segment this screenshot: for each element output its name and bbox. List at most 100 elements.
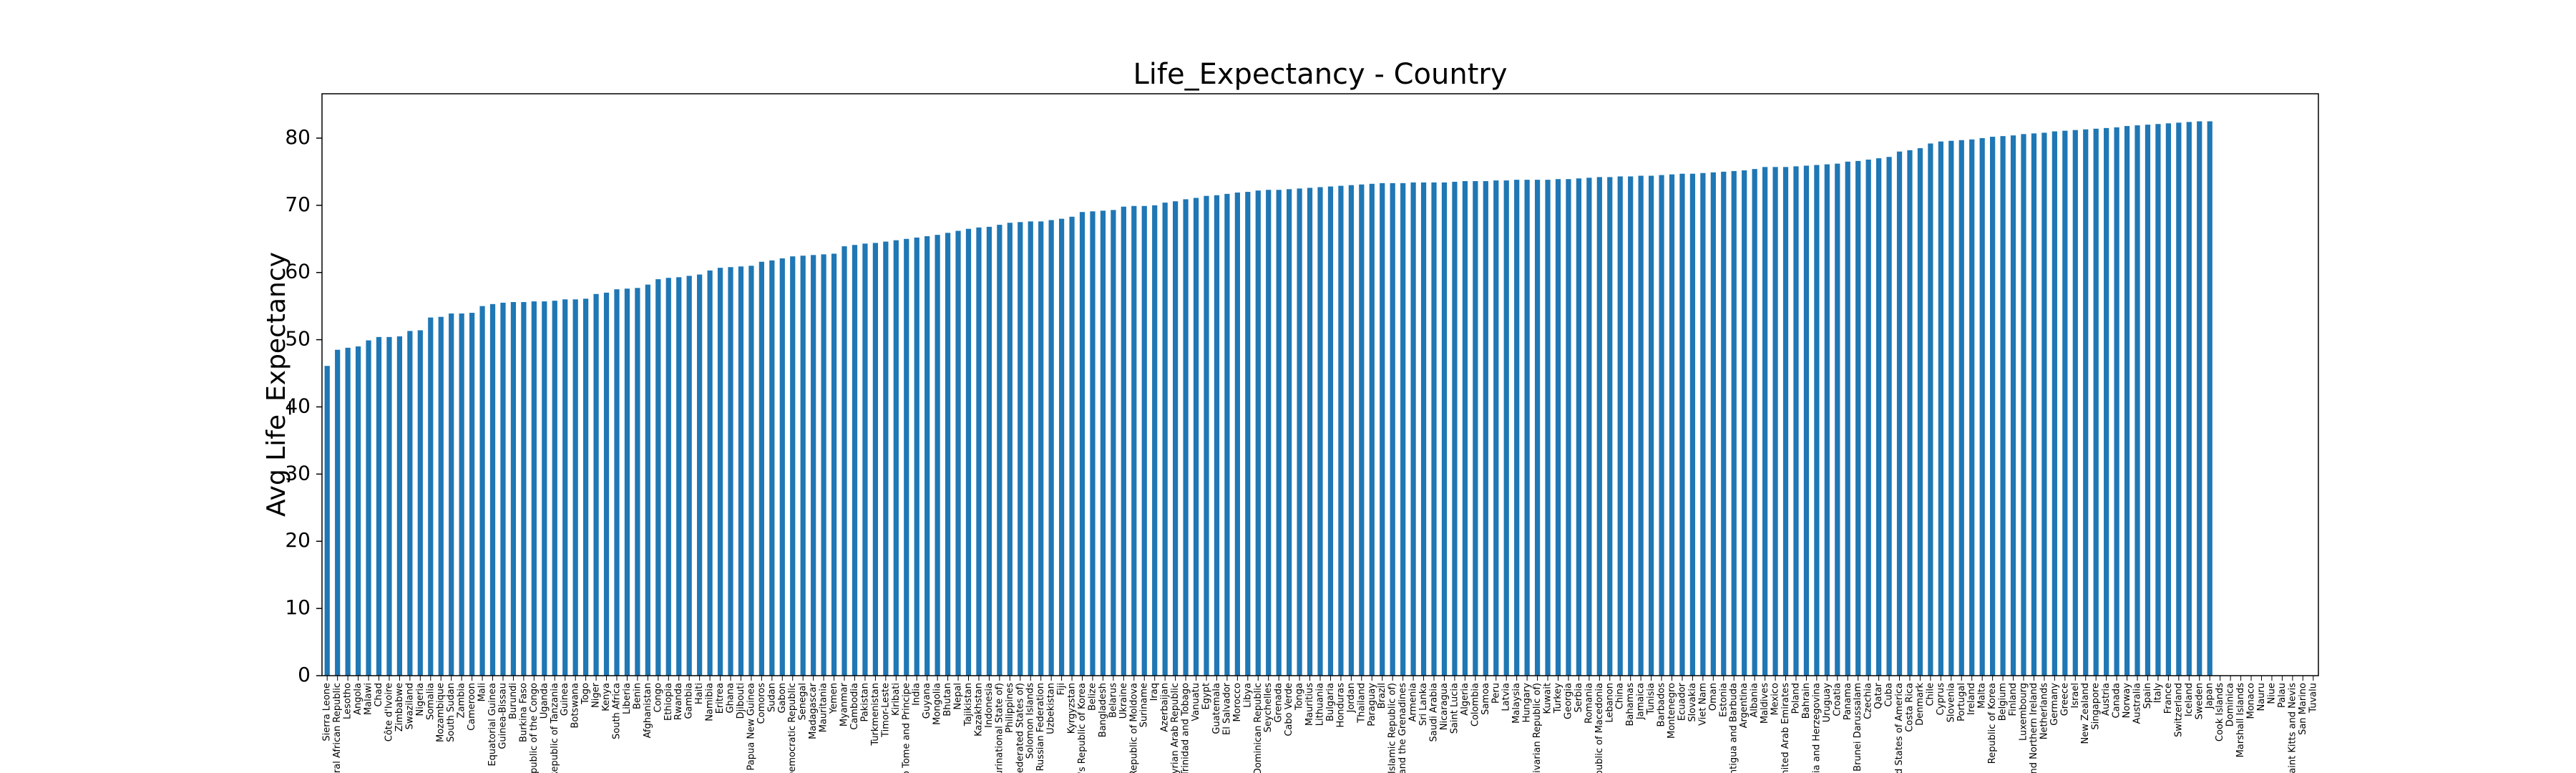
x-tick-label: Yemen (829, 683, 839, 714)
x-tick-label: Grenada (1274, 683, 1284, 723)
x-tick-label: Dominica (2225, 683, 2236, 726)
x-tick-label: Saint Lucia (1449, 683, 1460, 734)
x-tick-label: Swaziland (404, 683, 415, 729)
x-tick-label: Haiti (694, 683, 705, 704)
x-tick-label: Burundi (508, 683, 519, 719)
x-tick-label: Malawi (364, 683, 374, 715)
bar (635, 288, 640, 676)
x-tick-label: Iceland (2184, 683, 2195, 716)
bar (1307, 188, 1313, 676)
bar (1069, 216, 1075, 676)
bar (1131, 205, 1137, 676)
bar (1380, 183, 1385, 676)
x-tick-label: Peru (1491, 683, 1501, 704)
bar (697, 274, 703, 676)
x-tick-label: Japan (2205, 683, 2215, 709)
bar (2041, 132, 2047, 676)
x-tick-label: Greece (2059, 683, 2070, 716)
bar (852, 245, 858, 676)
x-tick-label: Italy (2152, 683, 2163, 704)
x-tick-label: Romania (1584, 683, 1594, 724)
x-tick-label: Nigeria (415, 683, 426, 716)
x-tick-label: Bhutan (942, 683, 953, 716)
x-tick-label: Fiji (1056, 683, 1067, 695)
bar (1835, 163, 1840, 676)
bar (2145, 125, 2151, 676)
x-tick-label: Senegal (798, 683, 809, 720)
x-tick-label: Togo (580, 683, 591, 705)
bar (1359, 184, 1365, 676)
x-tick-label: Morocco (1232, 683, 1243, 721)
x-tick-label: Hungary (1522, 683, 1533, 723)
x-tick-label: Antigua and Barbuda (1729, 683, 1740, 773)
x-tick-label: Kuwait (1543, 683, 1553, 714)
bar (1090, 211, 1096, 676)
bar (417, 330, 423, 676)
x-tick-label: Suriname (1139, 683, 1150, 727)
x-tick-label: Mauritania (819, 683, 829, 732)
x-tick-label: Seychelles (1263, 683, 1274, 733)
x-tick-label: Sweden (2194, 683, 2205, 719)
x-tick-label: The former Yugoslav republic of Macedoni… (1594, 683, 1605, 773)
x-tick-label: Ecuador (1677, 682, 1687, 721)
bar (1348, 185, 1354, 676)
bar (1100, 210, 1106, 676)
x-tick-label: Russian Federation (1035, 683, 1046, 771)
bar (510, 302, 517, 676)
bar (1700, 172, 1706, 676)
bar (1742, 170, 1747, 676)
bar (1648, 175, 1654, 676)
x-tick-label: Brazil (1377, 683, 1387, 709)
bar (655, 279, 661, 676)
bar (1369, 183, 1375, 676)
bar (1048, 220, 1054, 676)
x-tick-label: France (2163, 683, 2174, 714)
x-tick-label: Lesotho (343, 683, 353, 719)
x-tick-label: Micronesia (Federated States of) (1015, 683, 1025, 773)
x-tick-label: Djibouti (736, 683, 746, 719)
x-tick-label: Liberia (622, 683, 633, 714)
x-tick-label: Tajikistan (963, 683, 974, 726)
bar (728, 267, 733, 676)
x-tick-label: Oman (1708, 683, 1719, 711)
bar (1638, 175, 1644, 676)
bar (1782, 167, 1789, 676)
bar (531, 301, 537, 676)
bar (479, 306, 485, 676)
x-tick-label: Chad (374, 683, 384, 707)
x-tick-label: Cabo Verde (1284, 683, 1294, 736)
bar (1679, 173, 1685, 676)
bar (386, 336, 392, 676)
bar (1141, 205, 1147, 676)
bar (1928, 143, 1933, 676)
bar (324, 366, 330, 676)
x-tick-label: El Salvador (1221, 682, 1232, 735)
x-tick-label: Bahrain (1801, 683, 1812, 719)
x-tick-label: Czechia (1863, 683, 1874, 719)
x-tick-label: Congo (653, 683, 663, 713)
bar (748, 266, 754, 676)
x-tick-label: Bosnia and Herzegovina (1811, 683, 1822, 773)
x-tick-label: Colombia (1470, 683, 1480, 726)
x-tick-label: United Kingdom of Great Britain and Nort… (2029, 683, 2039, 773)
x-tick-label: Uganda (539, 683, 550, 719)
bar (1079, 212, 1085, 676)
bar (428, 317, 434, 676)
x-tick-label: Cameroon (467, 683, 477, 731)
x-tick-label: United Republic of Tanzania (550, 683, 560, 773)
x-tick-label: Cyprus (1936, 683, 1946, 716)
bar (2104, 127, 2109, 676)
bar (811, 255, 816, 676)
bar (438, 316, 444, 676)
bar (1327, 186, 1334, 676)
bar (1317, 187, 1323, 676)
x-tick-label: Maldives (1760, 683, 1770, 724)
x-tick-label: Madagascar (808, 682, 819, 739)
x-tick-label: Somalia (425, 683, 436, 720)
bar (1721, 171, 1727, 676)
bar (1018, 222, 1023, 676)
x-tick-label: Burkina Faso (518, 683, 529, 742)
x-tick-label: Barbados (1657, 683, 1667, 727)
x-tick-label: Uzbekistan (1046, 683, 1057, 734)
x-tick-label: Israel (2070, 683, 2081, 709)
